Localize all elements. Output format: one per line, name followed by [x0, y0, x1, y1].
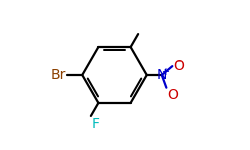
Text: F: F	[92, 117, 100, 131]
Text: O: O	[167, 88, 178, 102]
Text: ⁻: ⁻	[175, 59, 181, 69]
Text: +: +	[161, 67, 169, 77]
Text: Br: Br	[51, 68, 66, 82]
Text: O: O	[173, 59, 184, 73]
Text: N: N	[156, 68, 167, 82]
